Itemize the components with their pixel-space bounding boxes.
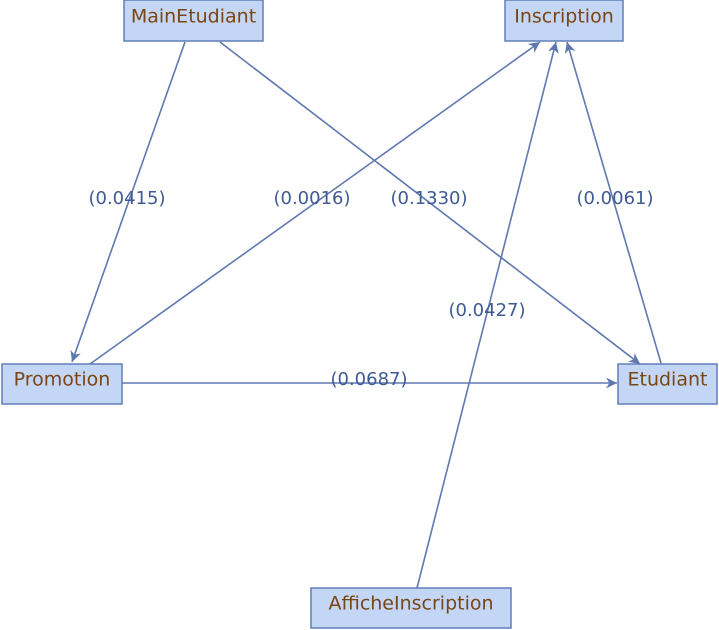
node-etudiant[interactable]: Etudiant <box>617 363 718 405</box>
edge-label-main-to-etudiant: (0.1330) <box>390 188 467 209</box>
edge-main-to-etudiant[interactable] <box>219 41 641 365</box>
edge-label-affiche-to-inscription: (0.0427) <box>448 300 525 321</box>
edge-etudiant-to-inscription[interactable] <box>564 41 662 364</box>
node-main-etudiant[interactable]: MainEtudiant <box>123 0 264 42</box>
edges <box>70 41 662 589</box>
edge-label-promotion-to-etudiant: (0.0687) <box>330 369 407 390</box>
node-label-inscription: Inscription <box>514 6 614 28</box>
edge-affiche-to-inscription[interactable] <box>416 41 559 589</box>
node-label-affiche-inscription: AfficheInscription <box>328 593 493 615</box>
node-label-etudiant: Etudiant <box>628 369 708 391</box>
edge-main-to-promotion[interactable] <box>70 41 186 363</box>
edge-label-main-to-promotion: (0.0415) <box>88 188 165 209</box>
edge-labels: (0.0415) (0.0016) (0.1330) (0.0061) (0.0… <box>88 188 653 390</box>
node-affiche-inscription[interactable]: AfficheInscription <box>310 587 512 629</box>
node-label-main-etudiant: MainEtudiant <box>131 6 256 28</box>
node-inscription[interactable]: Inscription <box>504 0 624 42</box>
node-promotion[interactable]: Promotion <box>1 363 123 405</box>
edge-promotion-to-inscription[interactable] <box>89 41 541 365</box>
node-label-promotion: Promotion <box>14 369 111 391</box>
edge-label-etudiant-to-inscription: (0.0061) <box>576 188 653 209</box>
edge-label-promotion-to-inscription: (0.0016) <box>273 188 350 209</box>
